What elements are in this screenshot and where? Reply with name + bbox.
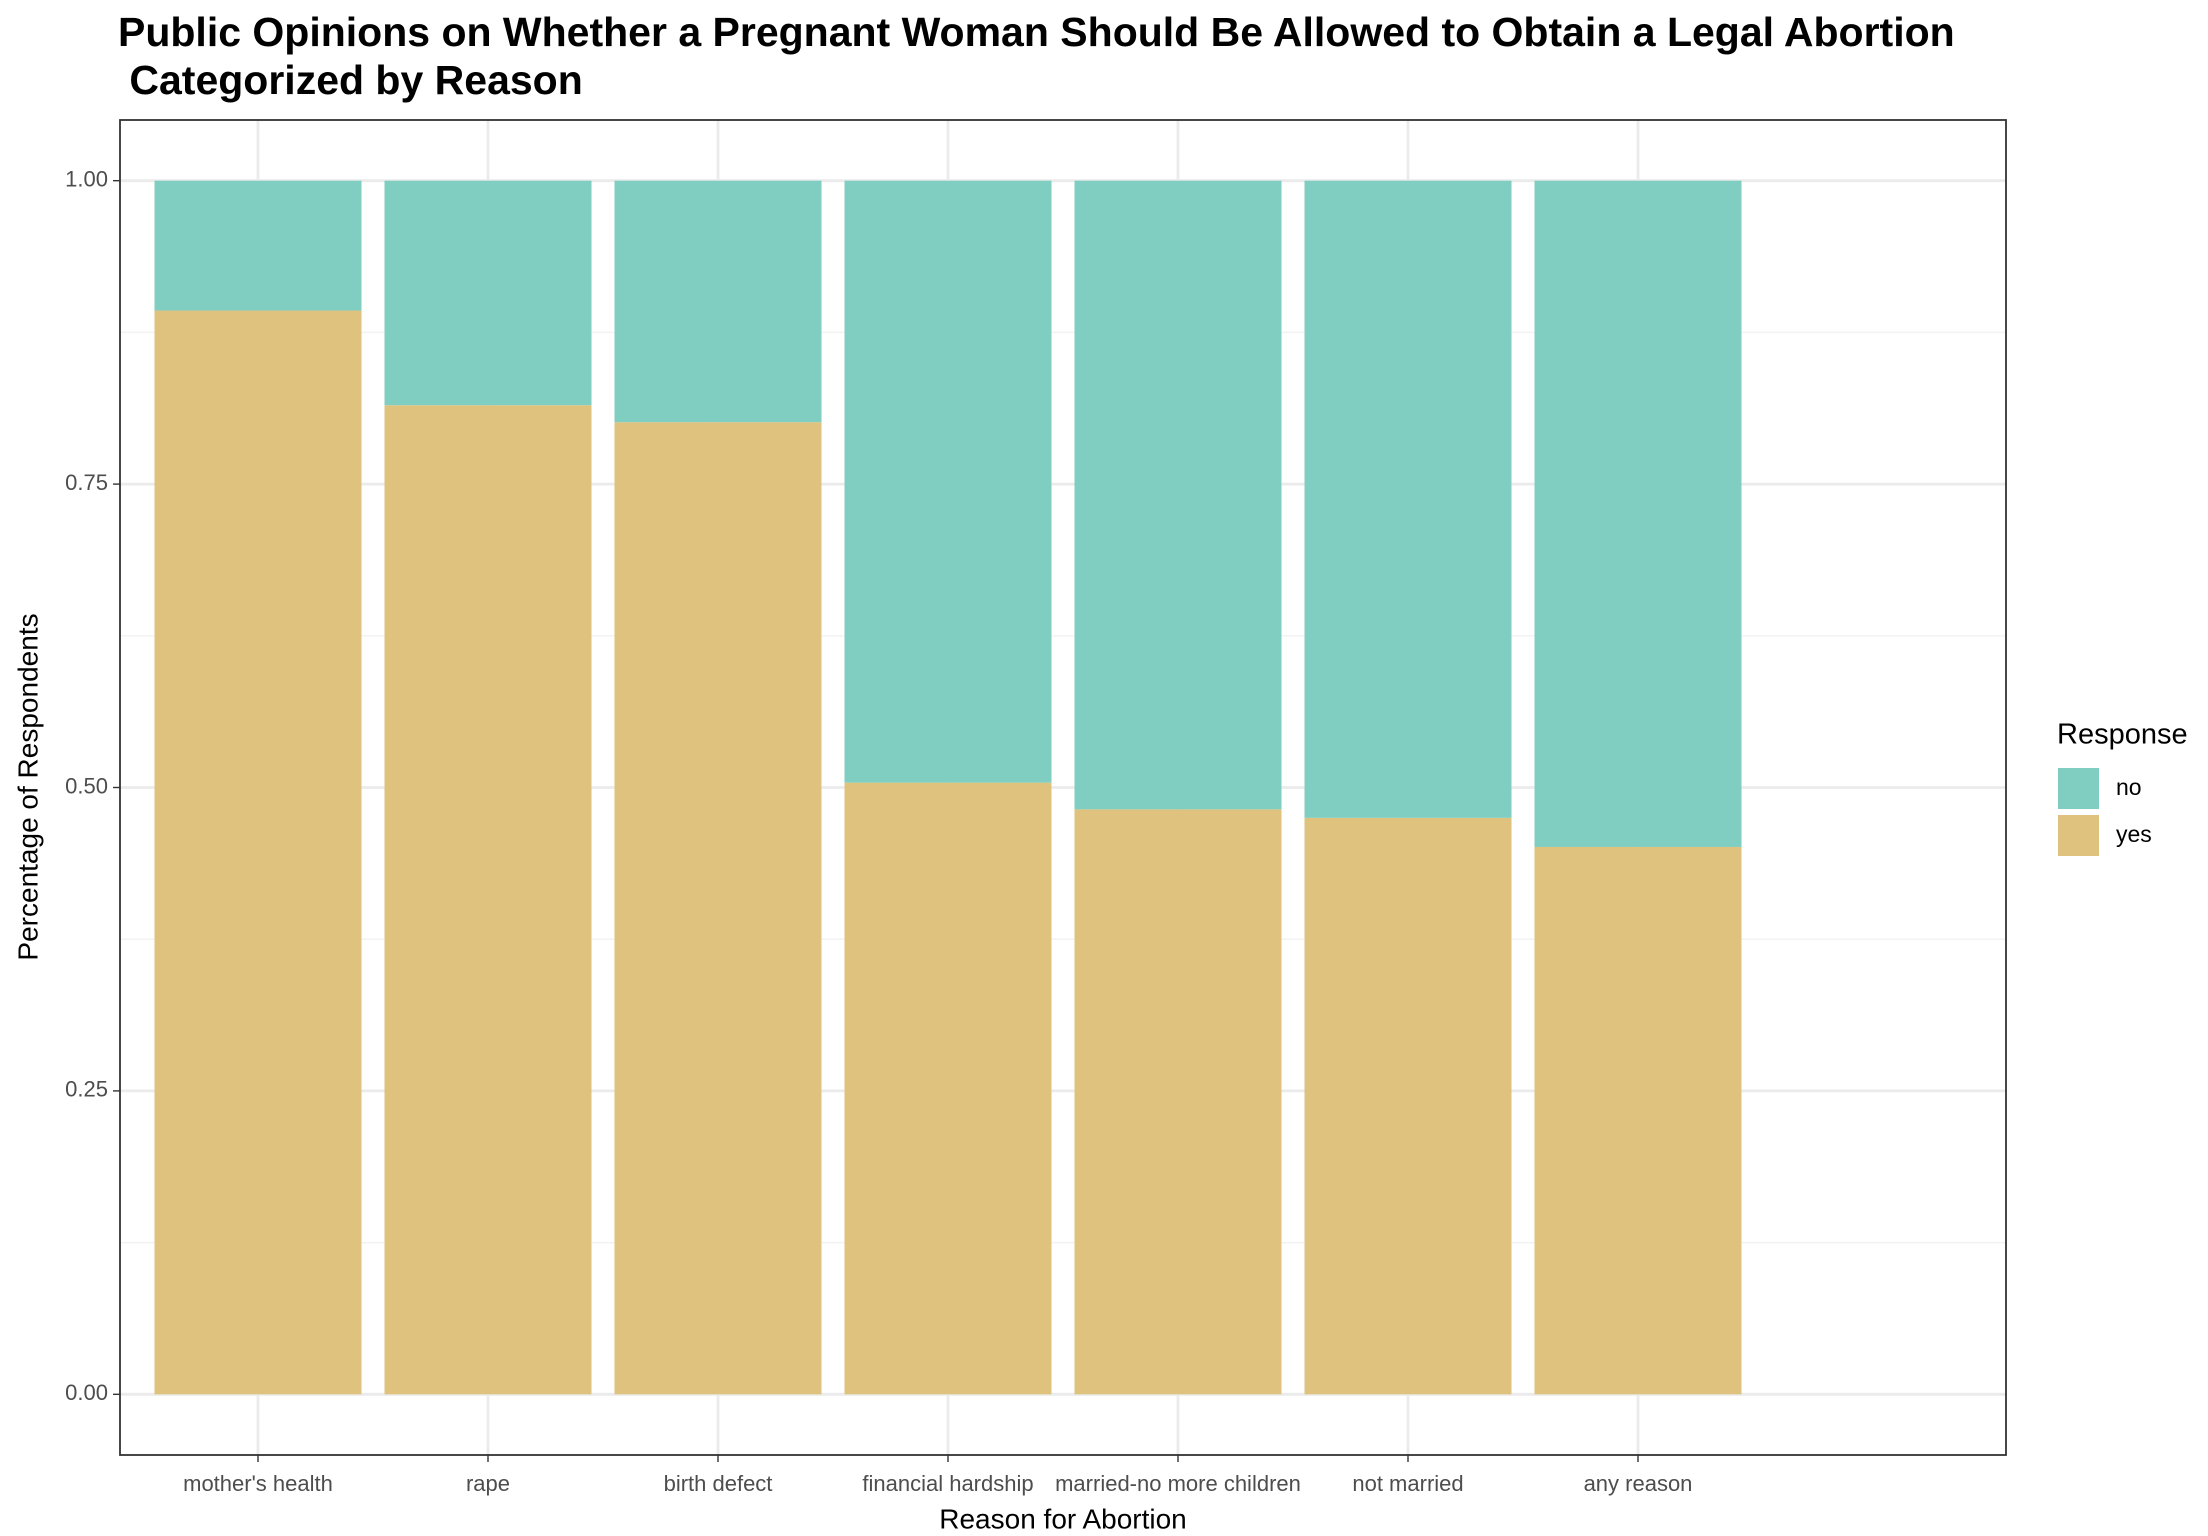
y-tick-label: 0.75 bbox=[65, 470, 108, 495]
legend-key bbox=[2056, 766, 2101, 811]
x-tick-label: mother's health bbox=[183, 1471, 333, 1496]
y-axis-title: Percentage of Respondents bbox=[12, 613, 43, 960]
x-tick-label: any reason bbox=[1584, 1471, 1693, 1496]
bar-segment bbox=[1074, 180, 1282, 810]
bar-segment bbox=[1074, 809, 1282, 1395]
x-axis-title: Reason for Abortion bbox=[939, 1503, 1187, 1534]
y-tick-label: 0.25 bbox=[65, 1077, 108, 1102]
x-tick-label: rape bbox=[466, 1471, 510, 1496]
panel-border bbox=[119, 119, 2007, 1456]
bar-segment bbox=[844, 180, 1052, 783]
bar-segment bbox=[614, 180, 822, 423]
bar-segment bbox=[614, 422, 822, 1395]
bar-segment bbox=[1534, 846, 1742, 1395]
legend-key bbox=[2056, 813, 2101, 858]
y-tick-label: 0.00 bbox=[65, 1380, 108, 1405]
bar-segment bbox=[154, 310, 362, 1395]
bar-segment bbox=[1534, 180, 1742, 847]
legend-label: no bbox=[2116, 774, 2142, 800]
x-tick-label: married-no more children bbox=[1055, 1471, 1301, 1496]
x-tick-label: financial hardship bbox=[862, 1471, 1033, 1496]
x-tick-label: birth defect bbox=[664, 1471, 773, 1496]
x-tick-label: not married bbox=[1352, 1471, 1463, 1496]
bar-segment bbox=[1304, 817, 1512, 1395]
chart-title: Public Opinions on Whether a Pregnant Wo… bbox=[118, 9, 1955, 103]
bar-segment bbox=[1304, 180, 1512, 818]
y-tick-label: 1.00 bbox=[65, 166, 108, 191]
bar-segment bbox=[384, 180, 592, 406]
y-tick-label: 0.50 bbox=[65, 773, 108, 798]
bar-segment bbox=[844, 782, 1052, 1395]
legend-label: yes bbox=[2116, 821, 2152, 847]
bar-segment bbox=[384, 405, 592, 1395]
legend-title: Response bbox=[2057, 719, 2188, 751]
bar-segment bbox=[154, 180, 362, 311]
